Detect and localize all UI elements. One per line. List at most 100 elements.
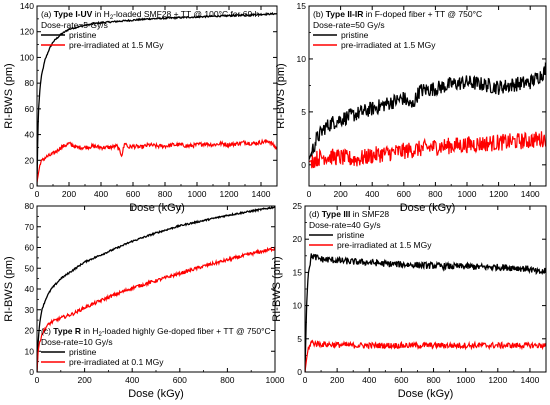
x-tick-label: 1200 [489, 189, 508, 199]
chart-panel-a: 0 200 400 600 800 1000 1200 1400 0 20 40 60 80 100 120… [3, 1, 278, 214]
y-tick-label: 15 [293, 267, 303, 277]
title-pre: in H [81, 326, 98, 336]
series-line-pristine [37, 206, 275, 372]
x-tick-label: 1400 [520, 375, 539, 385]
x-tick-label: 0 [35, 189, 40, 199]
y-tick-label: 0 [297, 367, 302, 377]
x-tick-label: 200 [334, 189, 348, 199]
series-group [309, 61, 546, 169]
y-tick-label: 140 [20, 1, 34, 11]
legend-label: pre-irradiated at 1.5 MGy [69, 40, 164, 50]
y-tick-label: 50 [25, 263, 35, 273]
plot-frame [308, 5, 547, 187]
y-tick-label: 5 [301, 107, 306, 117]
y-tick-label: 100 [20, 52, 34, 62]
x-tick-label: 800 [428, 189, 442, 199]
grating-type: Type R [53, 326, 81, 336]
series-group [37, 206, 275, 372]
x-axis-label: Dose (kGy) [400, 202, 456, 214]
y-tick-label: 20 [25, 326, 35, 336]
grating-type: Type III [322, 209, 351, 219]
x-axis-label: Dose (kGy) [398, 388, 454, 400]
plot-frame [304, 205, 547, 373]
y-tick-label: 10 [293, 301, 303, 311]
dose-rate-label: Dose-rate=10 Gy/s [41, 337, 113, 347]
grating-type: Type I-UV [54, 9, 93, 19]
x-axis-label: Dose (kGy) [129, 202, 185, 214]
x-tick-label: 400 [362, 375, 376, 385]
y-tick-label: 20 [25, 155, 35, 165]
x-tick-label: 400 [125, 375, 139, 385]
y-tick-label: 120 [20, 27, 34, 37]
y-tick-label: 30 [25, 305, 35, 315]
x-tick-label: 1000 [456, 375, 475, 385]
chart-panel-c: 0 200 400 600 800 1000 0 10 20 30 40 50 60 70 80 Dose (… [3, 201, 285, 400]
legend-label: pristine [69, 347, 97, 357]
y-tick-label: 0 [29, 367, 34, 377]
x-tick-label: 400 [365, 189, 379, 199]
panel-title: (b) Type II-IR in F-doped fiber + TT @ 7… [313, 9, 482, 19]
x-tick-label: 800 [220, 375, 234, 385]
y-axis-label: RI-BWS (pm) [3, 256, 15, 321]
plot-frame [36, 5, 278, 187]
y-tick-label: 10 [25, 346, 35, 356]
y-tick-label: 10 [297, 54, 307, 64]
x-tick-label: 400 [94, 189, 108, 199]
y-tick-label: 80 [25, 78, 35, 88]
y-tick-label: 15 [297, 1, 307, 11]
x-tick-label: 200 [62, 189, 76, 199]
y-tick-label: 20 [293, 234, 303, 244]
x-tick-label: 600 [126, 189, 140, 199]
y-tick-label: 0 [301, 160, 306, 170]
x-tick-label: 200 [78, 375, 92, 385]
x-tick-label: 600 [394, 375, 408, 385]
title-post: -loaded SMF28 + TT @ 100°C for 69 h [113, 9, 259, 19]
y-tick-label: 60 [25, 243, 35, 253]
x-tick-label: 600 [397, 189, 411, 199]
panel-label: (c) [41, 326, 53, 336]
panel-title: (d) Type III in SMF28 [309, 209, 389, 219]
y-tick-label: 70 [25, 222, 35, 232]
title-post: in SMF28 [350, 209, 389, 219]
dose-rate-label: Dose-rate=40 Gy/s [309, 220, 381, 230]
grating-type: Type II-IR [326, 9, 364, 19]
x-tick-label: 200 [330, 375, 344, 385]
panel-label: (a) [41, 9, 54, 19]
series-line-pristine [37, 11, 277, 186]
panel-label: (d) [309, 209, 322, 219]
y-tick-label: 80 [25, 201, 35, 211]
series-group [37, 11, 277, 186]
title-subscript: 2 [110, 15, 114, 21]
x-tick-label: 1200 [488, 375, 507, 385]
series-line-pre-irradiated [37, 246, 275, 372]
x-tick-label: 0 [307, 189, 312, 199]
y-tick-label: 40 [25, 130, 35, 140]
legend-label: pre-irradiated at 0.1 MGy [69, 357, 164, 367]
y-tick-label: 5 [297, 334, 302, 344]
y-axis-label: RI-BWS (pm) [3, 63, 15, 128]
y-tick-label: 0 [29, 181, 34, 191]
title-post: -loaded highly Ge-doped fiber + TT @ 750… [102, 326, 271, 336]
x-tick-label: 800 [158, 189, 172, 199]
series-group [305, 253, 546, 372]
x-axis-label: Dose (kGy) [128, 388, 184, 400]
x-tick-label: 800 [426, 375, 440, 385]
x-tick-label: 1400 [521, 189, 540, 199]
x-tick-label: 1000 [188, 189, 207, 199]
x-tick-label: 1200 [220, 189, 239, 199]
series-line-pristine [309, 61, 546, 160]
x-tick-label: 1000 [266, 375, 285, 385]
series-line-pristine [305, 253, 546, 372]
legend-label: pre-irradiated at 1.5 MGy [337, 240, 432, 250]
y-axis-label: RI-BWS (pm) [271, 256, 283, 321]
legend-label: pre-irradiated at 1.5 MGy [341, 40, 436, 50]
dose-rate-label: Dose-rate=50 Gy/s [313, 20, 385, 30]
legend-label: pristine [69, 30, 97, 40]
title-pre: in H [92, 9, 109, 19]
plot-frame [36, 205, 276, 373]
legend-label: pristine [337, 230, 365, 240]
x-tick-label: 600 [173, 375, 187, 385]
x-tick-label: 1400 [252, 189, 271, 199]
y-axis-label: RI-BWS (pm) [275, 63, 287, 128]
